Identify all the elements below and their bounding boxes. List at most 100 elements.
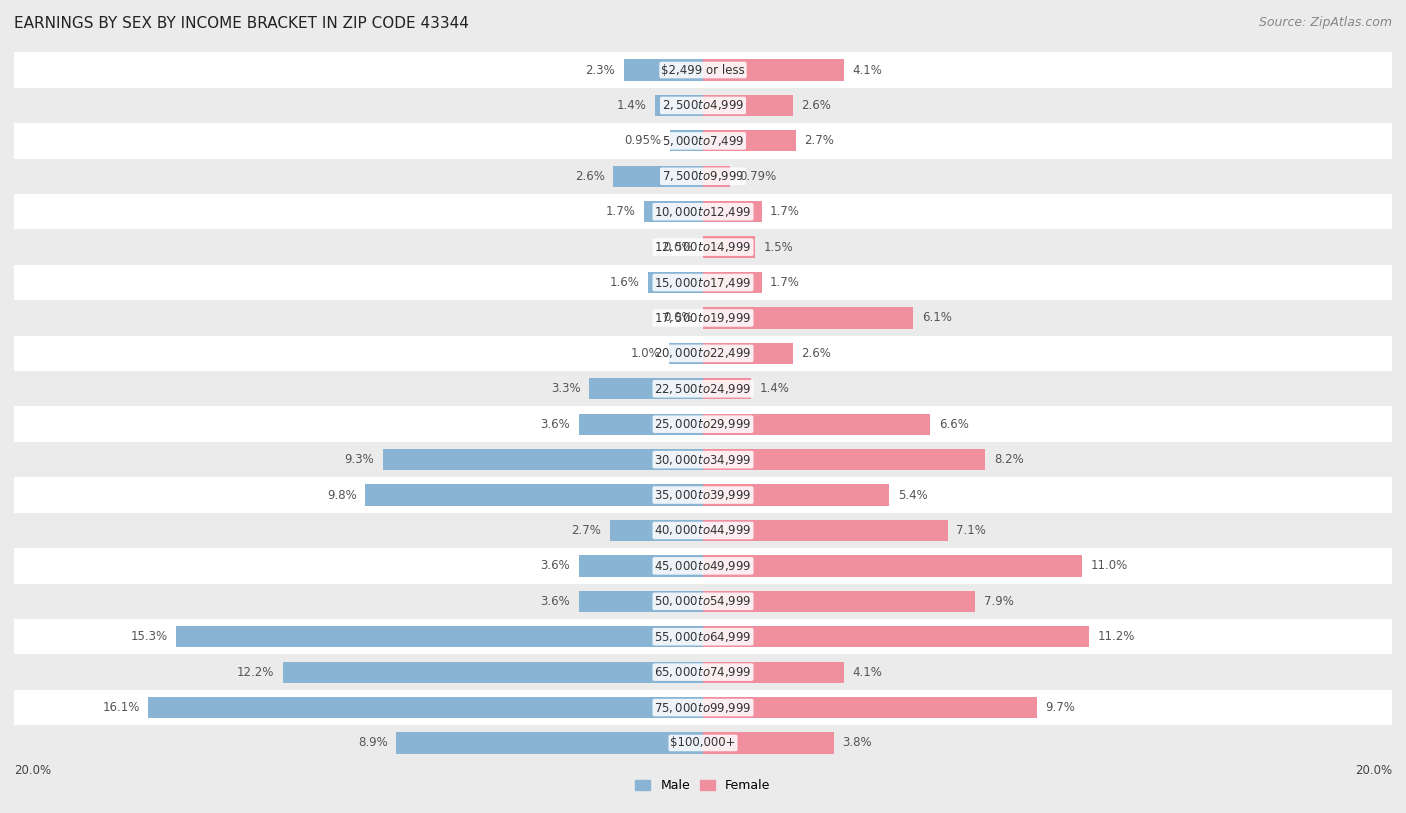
Text: 3.6%: 3.6% [541,559,571,572]
Text: $100,000+: $100,000+ [671,737,735,750]
Text: 1.5%: 1.5% [763,241,793,254]
Text: $45,000 to $49,999: $45,000 to $49,999 [654,559,752,573]
Text: $20,000 to $22,499: $20,000 to $22,499 [654,346,752,360]
Bar [703,272,762,293]
Text: 4.1%: 4.1% [853,666,883,679]
Bar [14,619,1392,654]
Bar [703,449,986,470]
Text: 6.6%: 6.6% [939,418,969,431]
Bar [669,343,703,364]
Bar [703,626,1088,647]
Bar [703,378,751,399]
Text: $75,000 to $99,999: $75,000 to $99,999 [654,701,752,715]
Text: 1.6%: 1.6% [609,276,640,289]
Text: $25,000 to $29,999: $25,000 to $29,999 [654,417,752,431]
Bar [610,520,703,541]
Bar [14,406,1392,442]
Text: 1.7%: 1.7% [770,276,800,289]
Bar [613,166,703,187]
Text: 2.3%: 2.3% [585,63,616,76]
Text: $55,000 to $64,999: $55,000 to $64,999 [654,630,752,644]
Bar [14,690,1392,725]
Text: 12.2%: 12.2% [236,666,274,679]
Bar [396,733,703,754]
Bar [703,414,931,435]
Text: 20.0%: 20.0% [1355,764,1392,777]
Bar [703,59,844,80]
Text: 3.8%: 3.8% [842,737,872,750]
Bar [648,272,703,293]
Bar [14,336,1392,371]
Text: 1.4%: 1.4% [759,382,790,395]
Bar [703,307,912,328]
Text: 3.6%: 3.6% [541,595,571,608]
Text: 2.7%: 2.7% [571,524,602,537]
Bar [703,485,889,506]
Bar [703,166,730,187]
Bar [703,555,1083,576]
Text: $40,000 to $44,999: $40,000 to $44,999 [654,524,752,537]
Bar [703,520,948,541]
Bar [703,662,844,683]
Text: $2,499 or less: $2,499 or less [661,63,745,76]
Text: 9.3%: 9.3% [344,453,374,466]
Text: 0.0%: 0.0% [664,311,693,324]
Text: $5,000 to $7,499: $5,000 to $7,499 [662,134,744,148]
Text: 1.0%: 1.0% [630,347,659,360]
Bar [579,591,703,612]
Bar [703,201,762,222]
Text: 1.7%: 1.7% [770,205,800,218]
Text: $17,500 to $19,999: $17,500 to $19,999 [654,311,752,325]
Bar [579,555,703,576]
Bar [176,626,703,647]
Text: 11.2%: 11.2% [1098,630,1135,643]
Text: 1.7%: 1.7% [606,205,636,218]
Bar [14,52,1392,88]
Bar [366,485,703,506]
Bar [14,371,1392,406]
Bar [14,88,1392,123]
Bar [655,95,703,116]
Bar [579,414,703,435]
Text: 3.6%: 3.6% [541,418,571,431]
Text: 20.0%: 20.0% [14,764,51,777]
Text: 8.2%: 8.2% [994,453,1024,466]
Text: $22,500 to $24,999: $22,500 to $24,999 [654,382,752,396]
Bar [703,697,1038,718]
Text: $12,500 to $14,999: $12,500 to $14,999 [654,240,752,254]
Text: EARNINGS BY SEX BY INCOME BRACKET IN ZIP CODE 43344: EARNINGS BY SEX BY INCOME BRACKET IN ZIP… [14,16,470,31]
Text: 2.6%: 2.6% [575,170,605,183]
Bar [14,123,1392,159]
Text: 2.7%: 2.7% [804,134,835,147]
Bar [14,548,1392,584]
Text: $2,500 to $4,999: $2,500 to $4,999 [662,98,744,112]
Text: $65,000 to $74,999: $65,000 to $74,999 [654,665,752,679]
Text: 16.1%: 16.1% [103,701,139,714]
Bar [14,159,1392,194]
Bar [703,130,796,151]
Legend: Male, Female: Male, Female [630,774,776,798]
Text: $10,000 to $12,499: $10,000 to $12,499 [654,205,752,219]
Bar [14,654,1392,690]
Bar [644,201,703,222]
Bar [14,265,1392,300]
Bar [14,513,1392,548]
Text: 7.9%: 7.9% [984,595,1014,608]
Bar [589,378,703,399]
Text: $7,500 to $9,999: $7,500 to $9,999 [662,169,744,183]
Bar [149,697,703,718]
Text: Source: ZipAtlas.com: Source: ZipAtlas.com [1258,16,1392,29]
Text: 9.8%: 9.8% [328,489,357,502]
Text: $30,000 to $34,999: $30,000 to $34,999 [654,453,752,467]
Text: 11.0%: 11.0% [1091,559,1128,572]
Text: 1.4%: 1.4% [616,99,647,112]
Text: 0.79%: 0.79% [738,170,776,183]
Text: $35,000 to $39,999: $35,000 to $39,999 [654,488,752,502]
Text: 15.3%: 15.3% [131,630,167,643]
Bar [703,95,793,116]
Bar [703,237,755,258]
Bar [14,442,1392,477]
Text: 0.95%: 0.95% [624,134,662,147]
Bar [703,591,976,612]
Bar [14,477,1392,513]
